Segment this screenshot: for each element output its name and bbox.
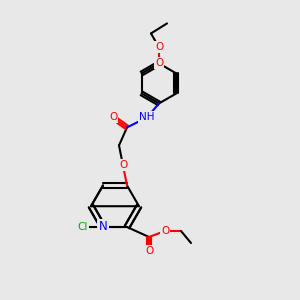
Text: O: O <box>119 160 127 170</box>
Text: O: O <box>145 246 153 256</box>
Text: N: N <box>99 220 107 233</box>
Text: Cl: Cl <box>78 222 88 232</box>
Text: O: O <box>155 42 163 52</box>
Text: O: O <box>109 112 117 122</box>
Text: O: O <box>161 226 169 236</box>
Text: O: O <box>155 58 163 68</box>
Text: NH: NH <box>139 112 155 122</box>
